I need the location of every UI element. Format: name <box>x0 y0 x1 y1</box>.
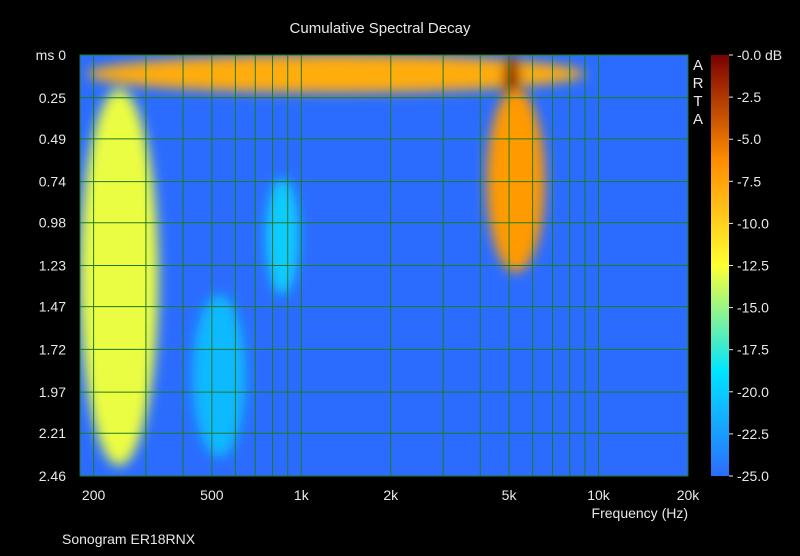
y-axis: ms 0 0.25 0.49 0.74 0.98 1.23 1.47 1.72 1.97 2.21… <box>36 47 67 484</box>
x-tick-label: 10k <box>587 487 611 503</box>
colorbar-tick-label: -15.0 <box>737 300 769 316</box>
watermark-letter: A <box>693 111 703 128</box>
x-axis: 200 500 1k 2k 5k 10k 20k <box>82 487 700 503</box>
heatmap-feature <box>192 294 246 458</box>
y-tick-label: 1.47 <box>39 299 66 315</box>
y-tick-label: 0.49 <box>39 131 66 147</box>
x-tick-label: 5k <box>502 487 518 503</box>
y-tick-label: 1.72 <box>39 341 66 357</box>
colorbar-tick-label: -22.5 <box>737 426 769 442</box>
colorbar-tick-label: -10.0 <box>737 215 769 231</box>
y-tick-label: 2.21 <box>39 425 66 441</box>
colorbar-tick-label: -7.5 <box>737 173 761 189</box>
colorbar-tick-label: -17.5 <box>737 342 769 358</box>
x-tick-label: 1k <box>294 487 310 503</box>
heatmap-feature <box>80 89 159 466</box>
heatmap-feature <box>486 89 545 273</box>
watermark-letter: A <box>693 57 703 74</box>
colorbar-tick-label: -12.5 <box>737 258 769 274</box>
chart-caption: Sonogram ER18RNX <box>62 531 196 547</box>
plot-area <box>79 54 689 477</box>
x-tick-label: 200 <box>82 487 106 503</box>
plot-frame <box>79 54 689 477</box>
y-tick-label: 0.98 <box>39 215 66 231</box>
heatmap-feature <box>265 178 299 295</box>
y-tick-label: 1.97 <box>39 384 66 400</box>
colorbar: -0.0 dB -2.5 -5.0 -7.5 -10.0 -12.5 -15.0 -17.5 -… <box>711 47 782 484</box>
colorbar-gradient <box>711 55 729 476</box>
x-axis-label: Frequency (Hz) <box>592 505 688 521</box>
colorbar-tick-label: -2.5 <box>737 89 761 105</box>
y-tick-label: ms 0 <box>36 47 67 63</box>
chart-title: Cumulative Spectral Decay <box>290 20 471 37</box>
colorbar-tick-label: -5.0 <box>737 131 761 147</box>
watermark-letter: T <box>693 93 702 110</box>
watermark-letter: R <box>693 75 704 92</box>
x-tick-label: 2k <box>383 487 399 503</box>
x-tick-label: 20k <box>677 487 701 503</box>
y-tick-label: 1.23 <box>39 258 66 274</box>
colorbar-tick-label: -0.0 dB <box>737 47 782 63</box>
x-tick-label: 500 <box>200 487 224 503</box>
colorbar-tick-label: -25.0 <box>737 468 769 484</box>
colorbar-tick-label: -20.0 <box>737 384 769 400</box>
y-tick-label: 2.46 <box>39 468 66 484</box>
y-tick-label: 0.74 <box>39 174 66 190</box>
y-tick-label: 0.25 <box>39 90 66 106</box>
